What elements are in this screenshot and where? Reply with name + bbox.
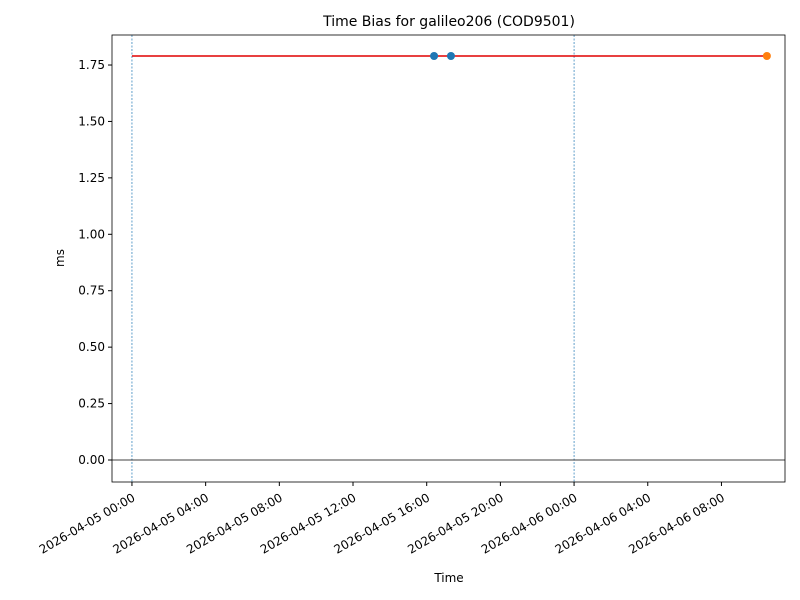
- y-tick-label: 1.00: [78, 227, 105, 241]
- data-point: [762, 51, 771, 60]
- plot-frame: [111, 34, 786, 483]
- data-point: [430, 51, 439, 60]
- data-point: [446, 51, 455, 60]
- y-tick-label: 1.25: [78, 171, 105, 185]
- y-tick-label: 1.75: [78, 58, 105, 72]
- y-tick-label: 1.50: [78, 114, 105, 128]
- y-axis-label: ms: [53, 249, 67, 267]
- chart-title: Time Bias for galileo206 (COD9501): [322, 14, 575, 30]
- y-tick-label: 0.75: [78, 284, 105, 298]
- x-axis-label: Time: [433, 571, 463, 585]
- y-tick-label: 0.50: [78, 340, 105, 354]
- y-tick-label: 0.00: [78, 453, 105, 467]
- y-tick-label: 0.25: [78, 397, 105, 411]
